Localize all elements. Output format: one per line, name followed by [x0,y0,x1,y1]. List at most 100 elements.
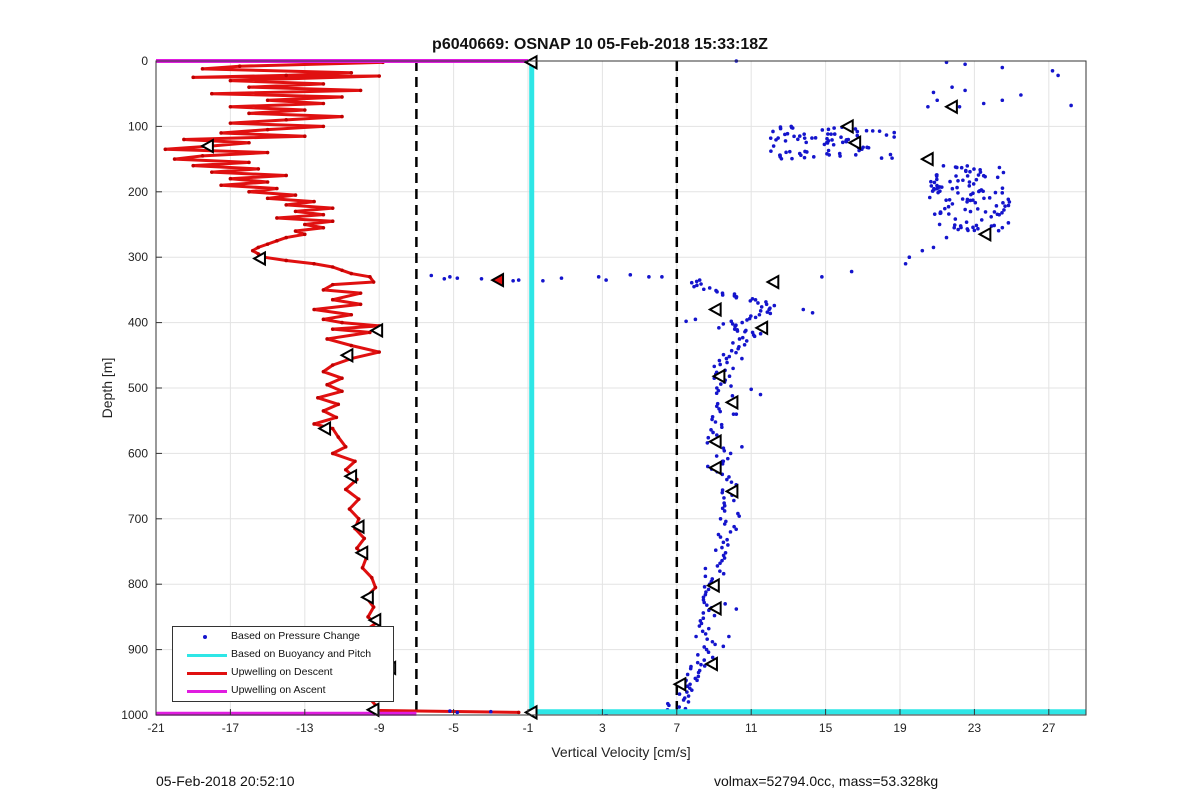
pressure-point [927,195,932,200]
pressure-point [771,144,776,148]
descent-point [256,245,261,250]
pressure-point [703,566,708,571]
pressure-point [715,564,720,568]
pressure-point [965,197,970,202]
pressure-point [686,700,691,704]
pressure-point [1000,211,1004,215]
triangle-marker [490,272,505,288]
pressure-point [688,682,692,687]
triangle-marker [339,347,354,363]
pressure-point [667,703,671,708]
pressure-point [748,299,753,303]
pressure-point [721,644,726,649]
descent-point [330,327,335,331]
descent-point [349,343,354,348]
descent-point [349,70,354,75]
pressure-point [997,212,1001,217]
pressure-point [694,634,698,639]
pressure-point [740,335,745,340]
descent-point [377,74,382,78]
descent-point [343,467,348,472]
pressure-point [967,180,972,184]
pressure-point [727,475,731,479]
y-tick-label: 200 [128,185,148,199]
pressure-point [935,98,939,103]
x-tick-label: -5 [448,721,459,735]
pressure-point [956,191,960,195]
pressure-point [974,177,979,182]
pressure-point [804,140,808,145]
descent-point [360,566,365,570]
descent-point [228,176,233,181]
pressure-point [713,548,718,552]
descent-point [200,154,205,158]
pressure-point [713,642,717,647]
pressure-point [796,137,800,142]
descent-point [219,131,223,135]
pressure-point [947,212,951,216]
descent-point [356,517,361,521]
pressure-point [976,226,980,231]
pressure-point [728,451,733,456]
descent-point [303,108,307,112]
pressure-point [725,477,729,482]
pressure-point [684,319,688,324]
pressure-point [989,215,993,219]
pressure-point [955,165,959,170]
legend-label: Based on Pressure Change [231,630,360,642]
triangle-marker [919,151,934,167]
pressure-point [718,561,722,566]
pressure-point [752,334,757,339]
descent-point [358,302,363,307]
pressure-point [677,692,682,696]
pressure-point [832,132,837,136]
pressure-point [855,129,860,134]
descent-point [340,389,344,394]
y-tick-label: 900 [128,643,148,657]
pressure-point [725,456,730,461]
x-tick-label: 23 [968,721,982,735]
pressure-point [718,409,723,414]
pressure-point [1001,170,1006,175]
x-tick-label: -1 [523,721,534,735]
descent-point [321,369,326,374]
pressure-point [978,167,982,172]
triangle-marker [754,320,769,336]
descent-point [265,242,270,246]
pressure-point [1069,103,1073,108]
pressure-point [973,200,978,205]
pressure-point [784,150,788,155]
triangle-marker [354,545,369,561]
pressure-point [753,298,758,302]
pressure-point [721,540,726,545]
pressure-point [983,174,987,179]
y-tick-label: 300 [128,250,148,264]
pressure-point [968,198,973,203]
pressure-point [776,136,780,140]
pressure-point [764,302,769,307]
pressure-point [1006,203,1011,208]
descent-point [265,150,270,155]
pressure-point [963,207,967,212]
legend-label: Upwelling on Ascent [231,684,326,696]
pressure-point [479,276,484,281]
pressure-point [810,310,815,315]
pressure-point [717,358,722,363]
footer-timestamp: 05-Feb-2018 20:52:10 [156,773,295,789]
pressure-point [706,587,711,592]
pressure-point [701,616,706,621]
pressure-point [702,664,707,668]
pressure-point [715,433,719,437]
x-tick-label: 27 [1042,721,1056,735]
pressure-point [455,276,460,280]
pressure-point [939,185,944,189]
descent-point [284,73,289,78]
pressure-point [958,224,963,228]
y-tick-label: 400 [128,316,148,330]
pressure-point [718,517,723,521]
pressure-point [706,650,711,655]
pressure-point [722,503,727,508]
pressure-point [715,386,719,390]
triangle-marker [839,118,854,135]
triangle-marker [343,468,358,484]
